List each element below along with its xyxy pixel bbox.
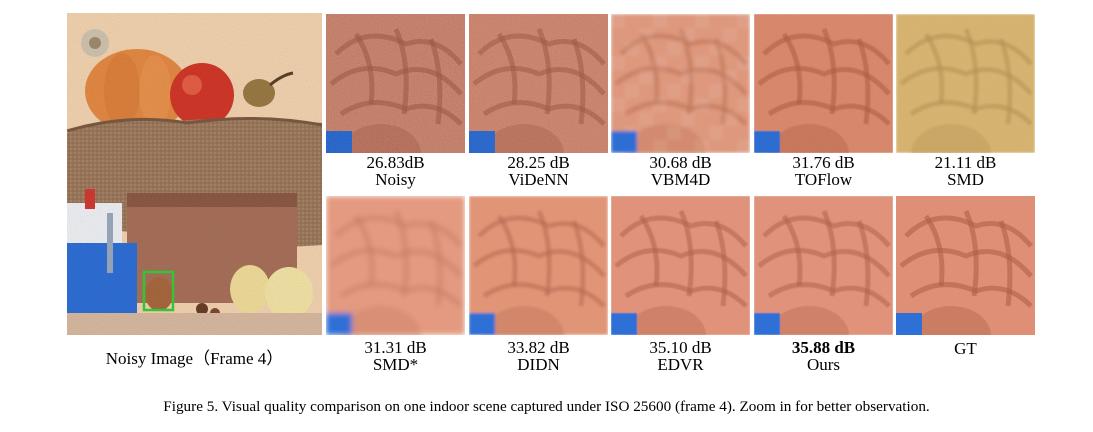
result-patch-edvr [611, 196, 750, 335]
method-name: Ours [806, 355, 841, 374]
method-name: ViDeNN [508, 170, 569, 189]
method-name: TOFlow [794, 170, 853, 189]
result-patch-smd [896, 14, 1035, 153]
main-image-caption: Noisy Image（Frame 4） [105, 349, 284, 368]
psnr-score: 21.11 dB [934, 153, 997, 172]
result-label: 31.76 dB TOFlow [754, 154, 893, 188]
result-label: GT [896, 340, 1035, 357]
noisy-scene-image [67, 13, 322, 335]
method-name: SMD* [372, 355, 419, 374]
result-label: 35.10 dB EDVR [611, 339, 750, 373]
result-label: 33.82 dB DIDN [469, 339, 608, 373]
result-patch-toflow [754, 14, 893, 153]
scene-illustration [67, 13, 322, 335]
result-patch-vbm4d [611, 14, 750, 153]
psnr-score: 35.88 dB [791, 338, 856, 357]
result-label: 26.83dB Noisy [326, 154, 465, 188]
result-patch-ours [754, 196, 893, 335]
psnr-score: 30.68 dB [649, 153, 712, 172]
method-name: VBM4D [650, 170, 711, 189]
result-label: 35.88 dB Ours [754, 339, 893, 373]
result-patch-gt [896, 196, 1035, 335]
result-patch-didn [469, 196, 608, 335]
psnr-score: 31.31 dB [364, 338, 427, 357]
psnr-score: 28.25 dB [507, 153, 570, 172]
method-name: DIDN [517, 355, 560, 374]
result-label: 28.25 dB ViDeNN [469, 154, 608, 188]
result-label: 30.68 dB VBM4D [611, 154, 750, 188]
method-name: GT [954, 339, 977, 358]
result-patch-videnn [469, 14, 608, 153]
psnr-score: 26.83dB [366, 153, 425, 172]
psnr-score: 33.82 dB [507, 338, 570, 357]
figure-caption: Figure 5. Visual quality comparison on o… [163, 398, 930, 415]
result-label: 31.31 dB SMD* [326, 339, 465, 373]
method-name: EDVR [657, 355, 704, 374]
psnr-score: 31.76 dB [792, 153, 855, 172]
result-patch-smd- [326, 196, 465, 335]
result-patch-noisy [326, 14, 465, 153]
psnr-score: 35.10 dB [649, 338, 712, 357]
method-name: Noisy [375, 170, 416, 189]
zoom-region-box [142, 270, 175, 312]
result-label: 21.11 dB SMD [896, 154, 1035, 188]
method-name: SMD [947, 170, 984, 189]
